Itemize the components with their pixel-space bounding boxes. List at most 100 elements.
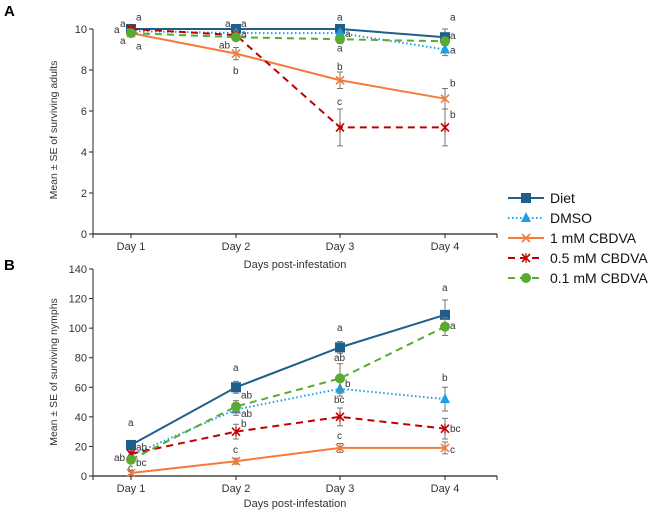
significance-letter: ab (334, 353, 346, 364)
marker-x (231, 49, 241, 59)
marker-circle (521, 273, 531, 283)
panel-B: B 0 20 40 60 80 100 120 140 Day 1 Day 2 Day 3 Day 4 D… (4, 257, 498, 510)
legend-item: DMSO (508, 210, 592, 226)
marker-circle (126, 454, 136, 465)
series-line (130, 313, 446, 446)
legend-label: 1 mM CBDVA (550, 230, 637, 246)
marker-square (440, 309, 450, 320)
legend-label: 0.5 mM CBDVA (550, 250, 648, 266)
legend-label: 0.1 mM CBDVA (550, 270, 648, 286)
x-tick-label: Day 4 (431, 241, 460, 253)
panel-A: A 0 2 4 6 8 10 Day 1 Day 2 Day 3 Day 4 Days post-in… (4, 3, 498, 271)
marker-triangle (335, 27, 345, 38)
series-0-5-mm-cbdva (126, 407, 450, 459)
y-tick-label: 120 (69, 294, 87, 306)
panel-label: A (4, 3, 15, 20)
significance-letter: a (450, 31, 456, 42)
significance-letter: a (345, 29, 351, 40)
y-axis-label: Mean ± SE of surviving adults (48, 61, 60, 200)
marker-square (126, 439, 136, 450)
y-tick-label: 140 (69, 264, 87, 276)
significance-letter: b (450, 78, 456, 89)
significance-letter: bc (136, 458, 147, 469)
y-tick-label: 60 (75, 382, 87, 394)
significance-letter: a (120, 19, 126, 30)
y-tick-label: 0 (81, 471, 87, 483)
series-0-1-mm-cbdva (126, 28, 450, 47)
marker-triangle (440, 43, 450, 54)
significance-letter: b (345, 379, 351, 390)
y-tick-label: 20 (75, 441, 87, 453)
legend-item: 0.1 mM CBDVA (508, 270, 648, 286)
x-axis-label: Days post-infestation (244, 259, 347, 271)
significance-letter: c (128, 463, 133, 474)
y-tick-label: 8 (81, 65, 87, 77)
significance-letter: a (225, 19, 231, 30)
marker-circle (231, 32, 241, 43)
x-tick-label: Day 1 (117, 483, 146, 495)
marker-triangle (440, 393, 450, 404)
significance-letter: a (128, 418, 134, 429)
y-tick-label: 2 (81, 188, 87, 200)
y-axis-label: Mean ± SE of surviving nymphs (48, 298, 60, 446)
significance-letter: a (136, 13, 142, 24)
significance-letter: b (233, 66, 239, 77)
x-tick-label: Day 2 (222, 483, 251, 495)
marker-square (231, 382, 241, 393)
significance-letter: c (450, 445, 455, 456)
significance-letter: ab (114, 453, 126, 464)
significance-letter: ab (219, 40, 231, 51)
y-tick-label: 10 (75, 24, 87, 36)
significance-letter: a (120, 36, 126, 47)
marker-circle (440, 321, 450, 332)
marker-circle (231, 401, 241, 412)
marker-circle (335, 34, 345, 45)
x-tick-label: Day 3 (326, 483, 355, 495)
significance-letter: b (337, 62, 343, 73)
significance-letter: a (450, 46, 456, 57)
significance-letter: b (450, 110, 456, 121)
significance-letter: bc (334, 395, 345, 406)
series-diet (126, 299, 450, 450)
marker-x (126, 468, 136, 478)
legend-item: 0.5 mM CBDVA (508, 250, 648, 266)
significance-letter: c (233, 445, 238, 456)
series-line (130, 32, 446, 43)
series-1-mm-cbdva (126, 441, 450, 478)
significance-letter: a (442, 283, 448, 294)
significance-letter: a (337, 13, 343, 24)
y-tick-label: 6 (81, 106, 87, 118)
legend: Diet DMSO 1 mM CBDVA 0.5 mM CBDVA 0.1 mM CBD… (508, 190, 648, 286)
marker-circle (440, 36, 450, 47)
series-line (130, 32, 446, 100)
significance-letter: ab (136, 442, 148, 453)
marker-triangle (521, 212, 531, 222)
x-tick-label: Day 3 (326, 241, 355, 253)
significance-letter: a (337, 43, 343, 54)
y-tick-label: 0 (81, 229, 87, 241)
x-axis-label: Days post-infestation (244, 498, 347, 510)
marker-x (440, 94, 450, 104)
significance-letter: a (136, 41, 142, 52)
significance-letter: b (241, 419, 247, 430)
significance-letter: a (241, 29, 247, 40)
series-line (130, 325, 446, 461)
series-line (131, 28, 446, 39)
x-tick-label: Day 1 (117, 241, 146, 253)
significance-letter: a (114, 25, 120, 36)
significance-letter: a (241, 19, 247, 30)
marker-x (335, 443, 345, 453)
legend-item: 1 mM CBDVA (508, 230, 637, 246)
marker-square (335, 342, 345, 353)
marker-circle (126, 28, 136, 39)
y-tick-label: 100 (69, 323, 87, 335)
legend-label: Diet (550, 190, 575, 206)
significance-letter: b (442, 373, 448, 384)
marker-circle (335, 373, 345, 384)
series-line (130, 446, 445, 475)
series-0-1-mm-cbdva (126, 317, 450, 465)
legend-label: DMSO (550, 210, 592, 226)
x-tick-label: Day 4 (431, 483, 460, 495)
